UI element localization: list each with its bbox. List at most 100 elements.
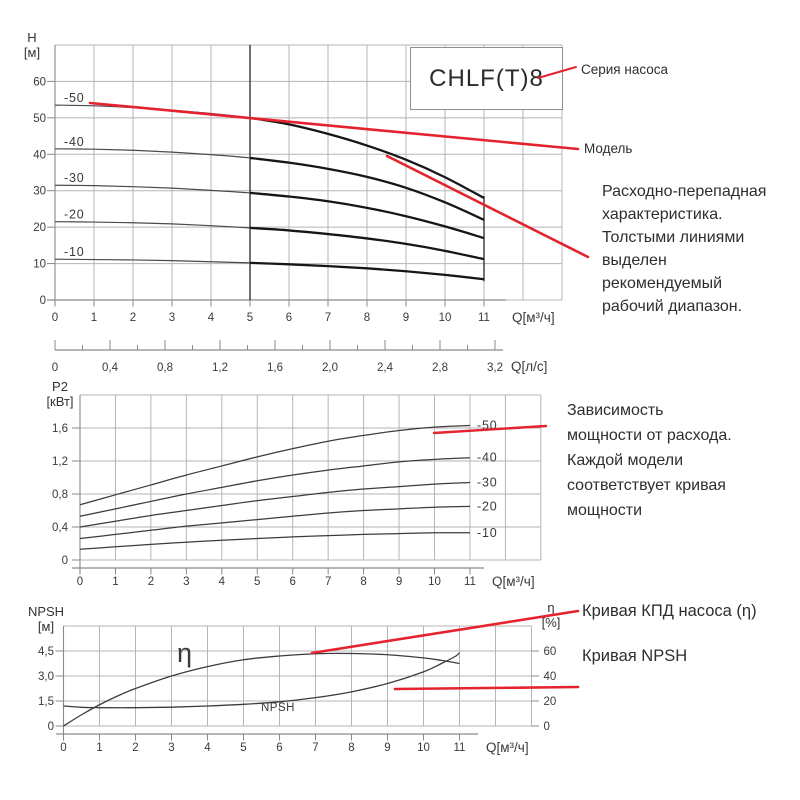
x2-tick-label: 0,4 [102,362,119,374]
y-tick-label: 40 [33,149,46,161]
y-tick-label: 0 [40,295,46,307]
curve-label: -50 [64,91,84,105]
efficiency-annotation: Кривая КПД насоса (η) [582,602,757,620]
x2-tick-label: 2,4 [377,362,394,374]
y-tick-label: 1,6 [52,423,68,435]
x-tick-label: 1 [91,312,97,324]
y-tick-label: 3,0 [38,671,54,683]
npsh-axis-unit: [м] [37,619,55,634]
curve-label: -40 [64,135,84,149]
curve-label: -10 [477,526,497,540]
x-tick-label: 5 [240,742,246,754]
series-box-label: CHLF(T)8 [429,64,544,92]
flow-note-line: характеристика. [602,206,723,223]
y-tick-label: 1,2 [52,456,68,468]
curve--20 [79,505,470,540]
chart-npsh-and-efficiency: 0 1,5 3,0 4,5 0 1 2 3 4 5 6 7 8 9 10 11 Q[м³/ч] 0 20 40 60 η N… [38,625,557,755]
x-tick-label: 6 [276,742,282,754]
x-tick-label: 11 [478,312,490,324]
power-note-line: мощности от расхода. [567,427,732,444]
power-note-line: Зависимость [567,402,664,419]
curve-label: -30 [477,475,497,489]
x2-tick-label: 0 [52,362,58,374]
y-tick-label: 60 [33,76,46,88]
flow-note-line: выделен [602,252,667,269]
y2-tick-label: 40 [544,671,557,683]
y-tick-label: 0,8 [52,489,68,501]
x-tick-label: 10 [428,576,441,588]
eta-curve-label: η [177,638,192,668]
x-tick-label: 7 [312,742,318,754]
head-axis-title: H [м] [12,30,52,60]
x2-tick-label: 1,6 [267,362,283,374]
x-tick-label: 1 [96,742,102,754]
y-tick-label: 1,5 [38,696,54,708]
x-tick-label: 11 [464,576,476,588]
power-annotation: Зависимость мощности от расхода. Каждой … [567,398,732,523]
head-axis-unit: [м] [23,45,41,60]
npsh-axis-title: NPSH [м] [24,604,68,634]
series-box: CHLF(T)8 [410,47,563,110]
x-tick-label: 1 [112,576,118,588]
curve--50 [79,424,470,506]
curve-label: -50 [477,419,497,433]
eta-axis-unit: [%] [541,615,561,630]
eta-axis-title: η [%] [531,600,571,630]
x-tick-label: 8 [348,742,354,754]
curve--10 [54,258,485,280]
y2-tick-label: 0 [544,721,550,733]
model-annotation: Модель [584,141,633,156]
power-note-line: Каждой модели [567,452,684,469]
curve-label: -20 [477,499,497,513]
x-tick-label: 10 [417,742,430,754]
x-tick-label: 3 [183,576,189,588]
x2-tick-label: 2,0 [322,362,338,374]
x-tick-label: 8 [364,312,370,324]
curve-NPSH [63,652,460,709]
x-tick-label: 10 [439,312,452,324]
eta-axis-symbol: η [547,600,555,615]
power-axis-symbol: P2 [52,379,68,394]
x-tick-label: 2 [148,576,154,588]
curve--30 [79,481,470,528]
x-tick-label: 0 [52,312,58,324]
curve--10-recommended [249,261,485,281]
x-axis-unit: Q[м³/ч] [492,574,535,589]
y-tick-label: 10 [33,259,46,271]
x-tick-label: 9 [396,576,402,588]
x2-tick-label: 0,8 [157,362,173,374]
x-tick-label: 8 [360,576,366,588]
x-tick-label: 6 [289,576,295,588]
y-tick-label: 20 [33,222,46,234]
curve-label: -10 [64,245,84,259]
flow-note-line: рабочий диапазон. [602,298,743,315]
curve-label: -20 [64,208,84,222]
y2-tick-label: 20 [544,696,557,708]
y2-tick-label: 60 [544,646,557,658]
y-tick-label: 0 [62,555,68,567]
curve--10 [79,532,470,550]
x2-axis-unit: Q[л/с] [511,359,547,374]
x-axis-unit: Q[м³/ч] [512,310,555,325]
npsh-axis-symbol: NPSH [27,604,65,619]
y-tick-label: 0 [48,721,54,733]
x-tick-label: 5 [247,312,253,324]
x-tick-label: 4 [208,312,215,324]
y-tick-label: 4,5 [38,646,54,658]
x2-tick-label: 2,8 [432,362,448,374]
x-tick-label: 3 [168,742,174,754]
x-tick-label: 11 [454,742,466,754]
x-tick-label: 5 [254,576,260,588]
x-tick-label: 2 [130,312,136,324]
curve-η [63,652,460,727]
npsh-annotation: Кривая NPSH [582,647,688,665]
x-tick-label: 9 [384,742,390,754]
power-note-line: мощности [567,502,643,519]
x-tick-label: 4 [219,576,226,588]
head-axis-symbol: H [27,30,37,45]
curve--40 [79,457,470,517]
flow-note-line: Толстыми линиями [602,229,745,246]
curve-label: -30 [64,171,84,185]
x-tick-label: 9 [403,312,409,324]
